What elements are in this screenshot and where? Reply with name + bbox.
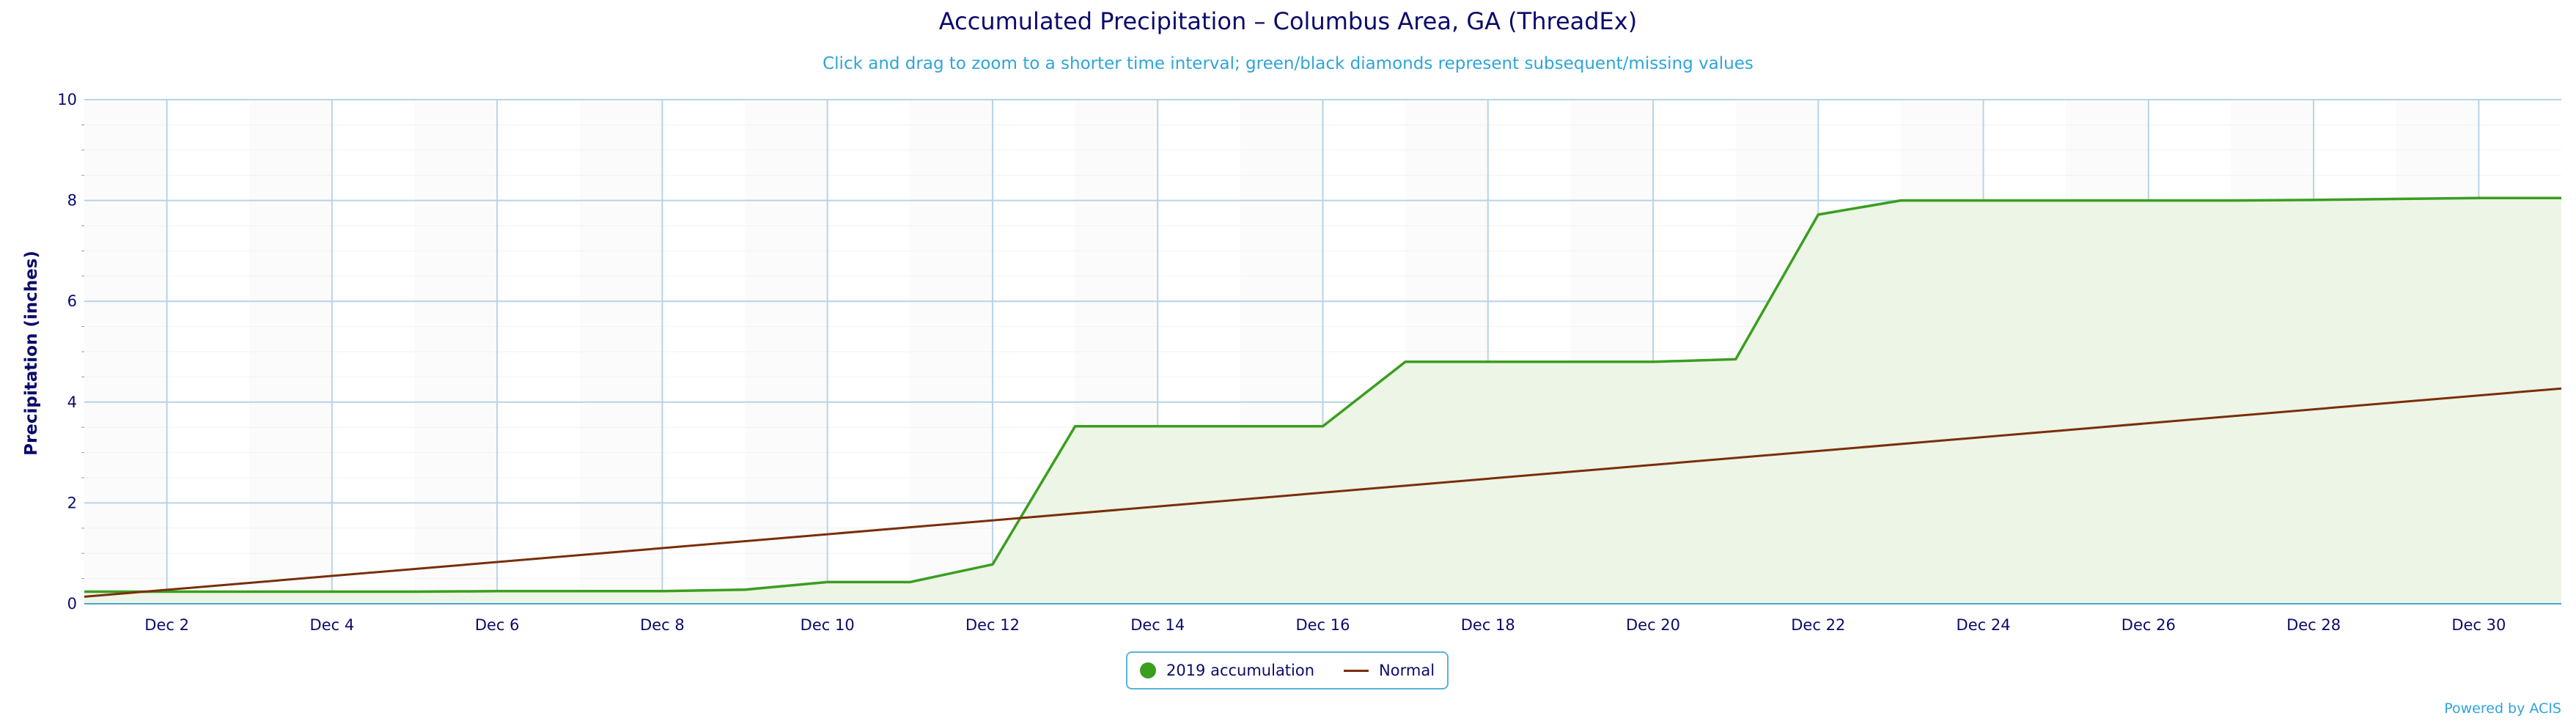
series-line-2019-accumulation [84,196,2561,594]
x-tick-label: Dec 4 [310,616,355,634]
series-line-normal [84,387,2562,598]
x-tick-label: Dec 18 [1461,616,1515,634]
x-tick-label: Dec 22 [1791,616,1845,634]
x-tick-label: Dec 6 [475,616,520,634]
series-area [84,198,2561,604]
chart-subtitle: Click and drag to zoom to a shorter time… [823,54,1753,73]
y-axis-title: Precipitation (inches) [22,251,41,456]
series-area-fill [84,198,2561,604]
x-tick-label: Dec 10 [801,616,855,634]
y-tick-label: 2 [67,494,77,511]
legend-label: 2019 accumulation [1166,662,1315,679]
legend-item-2019-accumulation[interactable]: 2019 accumulation [1139,662,1315,679]
x-tick-label: Dec 20 [1626,616,1680,634]
credits-link[interactable]: Powered by ACIS [2444,700,2561,717]
tick-labels: 0 2 4 6 8 10 Dec 2 Dec 4 Dec 6 Dec 8 Dec 10 Dec 12 D… [57,91,2506,634]
x-tick-label: Dec 8 [640,616,685,634]
legend-item-normal[interactable]: Normal [1344,662,1435,679]
legend-label: Normal [1379,662,1435,679]
y-tick-label: 0 [67,595,77,613]
legend-line-icon [1344,669,1369,672]
legend: 2019 accumulation Normal [1126,651,1449,689]
y-tick-label: 8 [67,192,77,210]
series-lines [84,196,2562,598]
x-tick-label: Dec 26 [2121,616,2176,634]
legend-marker-icon [1139,662,1156,679]
y-tick-label: 4 [67,393,77,411]
x-tick-label: Dec 14 [1130,616,1185,634]
x-tick-label: Dec 2 [144,616,189,634]
chart-title: Accumulated Precipitation – Columbus Are… [938,7,1638,35]
x-tick-label: Dec 24 [1957,616,2011,634]
y-tick-label: 10 [57,91,77,108]
x-tick-label: Dec 30 [2451,616,2506,634]
x-tick-label: Dec 28 [2286,616,2341,634]
axes [81,124,2561,604]
x-tick-label: Dec 12 [965,616,1020,634]
y-tick-label: 6 [67,292,77,310]
x-tick-label: Dec 16 [1295,616,1350,634]
